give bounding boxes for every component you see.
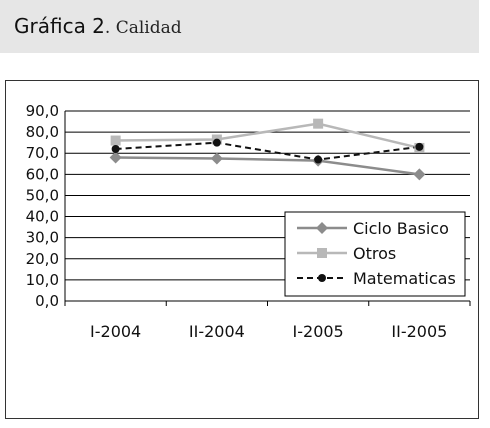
chart-title: Gráfica 2. Calidad xyxy=(14,14,182,38)
x-tick-label: II-2005 xyxy=(391,322,447,341)
legend-label: Ciclo Basico xyxy=(353,219,449,238)
x-tick-label: II-2004 xyxy=(189,322,245,341)
y-tick-label: 30,0 xyxy=(26,229,59,247)
y-tick-label: 10,0 xyxy=(26,271,59,289)
x-tick-label: I-2004 xyxy=(90,322,141,341)
data-point xyxy=(212,138,221,147)
y-tick-label: 0,0 xyxy=(35,292,59,310)
y-tick-label: 50,0 xyxy=(26,186,59,204)
x-tick-label: I-2005 xyxy=(293,322,344,341)
title-bar: Gráfica 2. Calidad xyxy=(0,0,479,53)
data-point xyxy=(314,155,323,164)
data-point xyxy=(109,151,122,164)
y-tick-label: 40,0 xyxy=(26,208,59,226)
chart-title-rest: . Calidad xyxy=(104,18,182,38)
series-line xyxy=(115,122,420,150)
data-point xyxy=(210,152,223,165)
y-tick-label: 70,0 xyxy=(26,144,59,162)
data-point xyxy=(110,135,121,146)
legend-label: Otros xyxy=(353,244,396,263)
y-tick-label: 60,0 xyxy=(26,165,59,183)
data-point xyxy=(415,142,424,151)
legend-marker xyxy=(316,222,328,234)
chart-title-lead: Gráfica 2 xyxy=(14,14,105,38)
legend-label: Matematicas xyxy=(353,269,456,288)
series-line xyxy=(115,156,420,176)
series-line xyxy=(115,141,420,161)
data-point xyxy=(111,145,120,153)
y-tick-label: 80,0 xyxy=(26,123,59,141)
data-point xyxy=(313,118,324,129)
legend-marker xyxy=(317,248,327,258)
y-tick-label: 90,0 xyxy=(26,102,59,120)
chart-frame xyxy=(5,80,479,419)
data-point xyxy=(413,168,426,181)
y-tick-label: 20,0 xyxy=(26,250,59,268)
legend-marker xyxy=(318,274,326,282)
